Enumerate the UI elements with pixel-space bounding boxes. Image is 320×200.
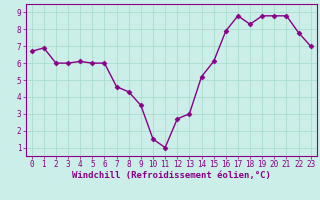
X-axis label: Windchill (Refroidissement éolien,°C): Windchill (Refroidissement éolien,°C) <box>72 171 271 180</box>
